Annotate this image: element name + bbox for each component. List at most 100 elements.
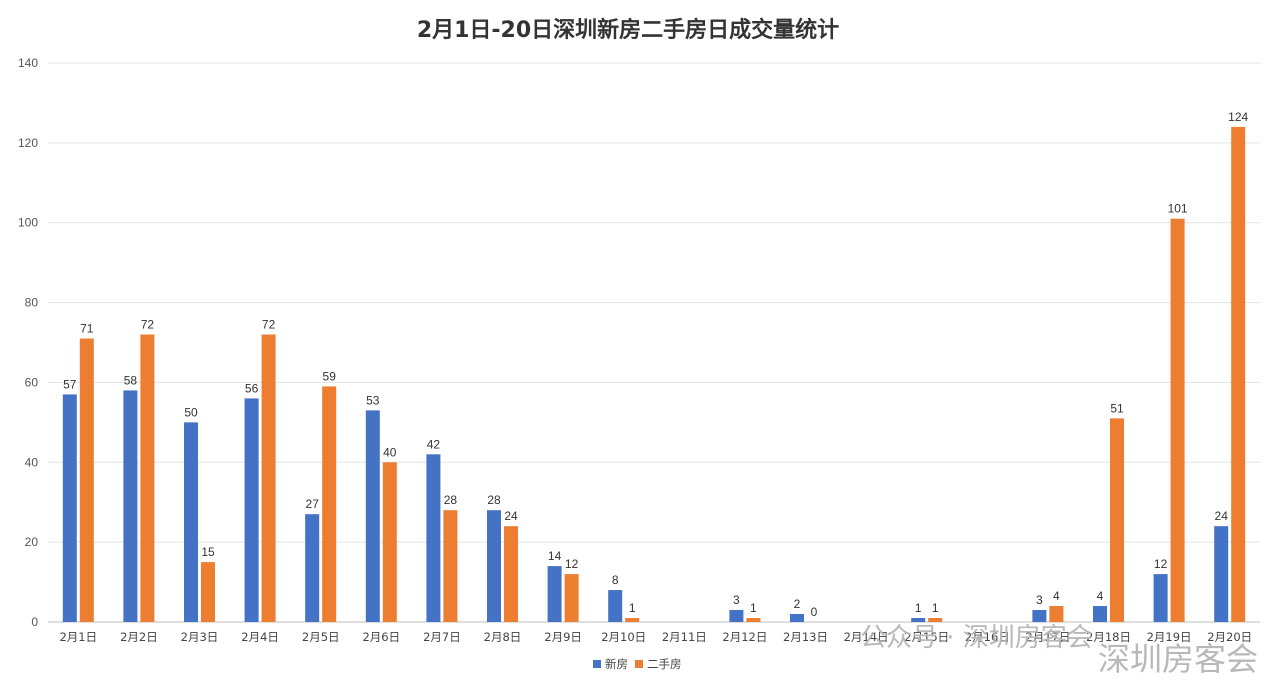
- bar: [201, 562, 215, 622]
- x-tick-label: 2月18日: [1086, 630, 1131, 644]
- x-tick-label: 2月5日: [302, 630, 340, 644]
- bar: [1170, 218, 1185, 622]
- data-label: 14: [548, 549, 562, 563]
- x-tick-label: 2月14日: [844, 630, 889, 644]
- data-label: 3: [1036, 593, 1043, 607]
- bar: [322, 386, 337, 622]
- chart-title: 2月1日-20日深圳新房二手房日成交量统计: [417, 17, 839, 43]
- bar: [305, 514, 320, 622]
- x-tick-label: 2月20日: [1207, 630, 1252, 644]
- bar: [261, 334, 276, 622]
- bar: [365, 410, 380, 622]
- bar: [1153, 574, 1168, 622]
- data-label: 42: [427, 437, 441, 451]
- x-tick-label: 2月10日: [601, 630, 646, 644]
- data-label: 3: [733, 593, 740, 607]
- bar: [1032, 610, 1047, 622]
- bar: [911, 618, 926, 622]
- data-label: 28: [444, 493, 458, 507]
- y-tick-label: 20: [25, 535, 39, 549]
- data-label: 24: [1215, 509, 1229, 523]
- y-tick-label: 100: [18, 216, 38, 230]
- y-tick-label: 60: [25, 375, 39, 389]
- bar: [140, 334, 155, 622]
- x-axis: 2月1日 2月2日 2月3日 2月4日 2月5日 2月6日 2月7日 2月8日 2月9日 2月10…: [59, 630, 1252, 644]
- watermark-text: 深圳房客会: [1098, 640, 1258, 678]
- bar: [504, 526, 518, 622]
- bar: [123, 390, 138, 622]
- bar: [487, 510, 501, 622]
- bar: [729, 610, 744, 622]
- data-label: 15: [201, 545, 215, 559]
- y-tick-label: 0: [31, 615, 38, 629]
- y-tick-label: 140: [18, 56, 38, 70]
- legend-swatch: [635, 660, 643, 668]
- data-label: 27: [306, 497, 320, 511]
- data-label: 124: [1228, 110, 1248, 124]
- bar: [625, 618, 640, 622]
- bar: [79, 338, 94, 622]
- x-tick-label: 2月6日: [362, 630, 400, 644]
- data-label: 101: [1168, 202, 1188, 216]
- bar: [1231, 126, 1246, 622]
- y-axis: 0 20 40 60 80 100 120 140: [18, 56, 38, 629]
- data-label: 57: [63, 377, 77, 391]
- data-label: 4: [1097, 589, 1104, 603]
- legend: 新房 二手房: [593, 657, 682, 671]
- bar: [1093, 606, 1107, 622]
- data-label: 1: [629, 601, 636, 615]
- bar: [382, 462, 397, 622]
- data-label: 1: [750, 601, 757, 615]
- bar: [547, 566, 562, 622]
- data-label: 72: [262, 318, 276, 332]
- x-tick-label: 2月17日: [1025, 630, 1070, 644]
- data-label: 1: [932, 601, 939, 615]
- bar: [790, 614, 804, 622]
- data-label: 40: [383, 445, 397, 459]
- x-tick-label: 2月11日: [662, 630, 707, 644]
- data-label: 72: [141, 318, 155, 332]
- bar: [62, 394, 77, 622]
- x-tick-label: 2月12日: [722, 630, 767, 644]
- x-tick-label: 2月1日: [59, 630, 97, 644]
- x-tick-label: 2月13日: [783, 630, 828, 644]
- data-label: 2: [794, 597, 801, 611]
- bar: [746, 618, 761, 622]
- data-label: 0: [811, 605, 818, 619]
- gridlines: [48, 62, 1260, 623]
- legend-label: 新房: [605, 657, 628, 671]
- data-label: 1: [915, 601, 922, 615]
- data-label: 59: [323, 369, 337, 383]
- bar: [443, 510, 458, 622]
- x-tick-label: 2月7日: [423, 630, 461, 644]
- x-tick-label: 2月2日: [120, 630, 158, 644]
- bar: [244, 398, 259, 622]
- bar: [184, 422, 198, 622]
- y-tick-label: 120: [18, 136, 38, 150]
- x-tick-label: 2月19日: [1147, 630, 1192, 644]
- data-label: 56: [245, 381, 259, 395]
- y-tick-label: 40: [25, 455, 39, 469]
- data-label: 8: [612, 573, 619, 587]
- data-label: 12: [565, 557, 579, 571]
- watermark-text: 公众号 · 深圳房客会: [860, 623, 1093, 653]
- y-tick-label: 80: [25, 296, 39, 310]
- data-label: 28: [487, 493, 501, 507]
- data-label: 50: [184, 405, 198, 419]
- x-tick-label: 2月3日: [181, 630, 219, 644]
- bars: [62, 126, 1246, 622]
- data-label: 12: [1154, 557, 1168, 571]
- legend-label: 二手房: [647, 657, 682, 671]
- data-label: 24: [504, 509, 518, 523]
- bar: [1049, 606, 1064, 622]
- data-label: 58: [124, 373, 138, 387]
- bar: [608, 590, 623, 622]
- legend-swatch: [593, 660, 601, 668]
- x-tick-label: 2月4日: [241, 630, 279, 644]
- data-label: 4: [1053, 589, 1060, 603]
- x-tick-label: 2月15日: [904, 630, 949, 644]
- bar: [426, 454, 441, 622]
